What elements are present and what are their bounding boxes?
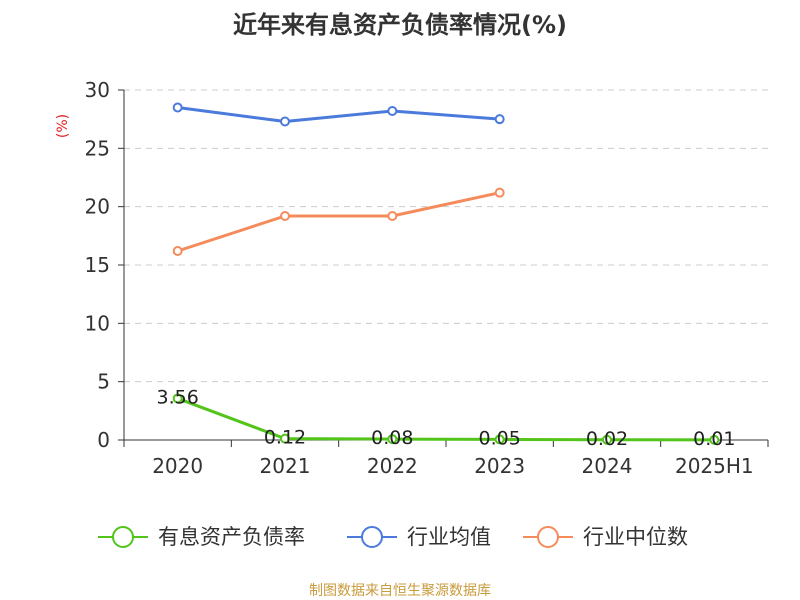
legend-item[interactable]: 行业均值 [347,525,491,549]
y-tick-label: 5 [97,370,110,394]
y-tick-label: 30 [85,78,110,102]
data-labels: 3.56 0.12 0.08 0.05 0.02 0.01 [157,386,736,449]
data-label: 0.02 [586,428,628,450]
y-tick-label: 15 [85,253,110,277]
data-point[interactable] [602,434,612,445]
data-point[interactable] [387,106,398,116]
data-point[interactable] [280,116,290,127]
y-tick-label: 0 [97,428,110,452]
data-point[interactable] [387,211,398,221]
x-tick-label: 2021 [260,454,311,478]
data-point[interactable] [494,187,505,198]
series-group [172,102,720,445]
x-tick-label: 2020 [152,454,203,478]
data-point[interactable] [280,433,290,444]
data-label: 0.05 [479,427,521,449]
y-tick-label: 20 [85,195,110,219]
series-line-1 [177,397,715,442]
legend-marker [537,526,559,548]
y-tick-label: 10 [85,311,110,335]
series-line-3 [177,191,500,253]
legend[interactable]: 有息资产负债率 行业均值 行业中位数 [98,525,688,549]
x-tick-label: 2022 [367,454,418,478]
source-note: 制图数据来自恒生聚源数据库 [309,583,491,599]
data-label: 3.56 [157,386,199,408]
legend-label: 有息资产负债率 [158,525,305,549]
data-point[interactable] [172,102,183,113]
data-label: 0.12 [264,427,306,449]
y-tick-label: 25 [85,136,110,160]
x-tick-label: 2024 [582,454,633,478]
legend-item[interactable]: 有息资产负债率 [98,525,305,549]
series-line-2 [177,106,500,123]
chart-title: 近年来有息资产负债率情况(%) [233,11,567,39]
data-label: 0.01 [693,428,735,450]
y-axis-unit: (%) [55,114,71,138]
data-point[interactable] [494,114,505,125]
data-point[interactable] [172,246,183,256]
data-point[interactable] [494,434,505,445]
data-point[interactable] [709,434,720,445]
legend-marker [361,526,383,548]
data-point[interactable] [172,393,183,404]
x-tick-label: 2025H1 [675,454,754,478]
legend-label: 行业均值 [407,525,491,549]
data-point[interactable] [387,434,398,445]
grid-lines [124,89,768,383]
legend-item[interactable]: 行业中位数 [523,525,688,549]
legend-marker [112,526,134,548]
axes: 0 5 10 15 20 25 30 2020 2021 2022 2023 2024 2025H1 [85,78,769,478]
legend-label: 行业中位数 [583,525,688,549]
data-label: 0.08 [371,427,413,449]
x-tick-label: 2023 [474,454,525,478]
data-point[interactable] [280,211,290,221]
